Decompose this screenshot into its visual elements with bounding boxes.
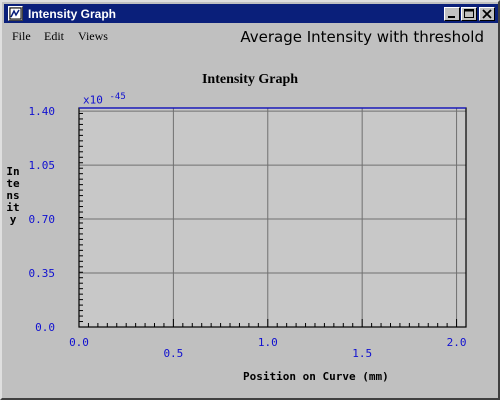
x-tick-label: 1.5 bbox=[352, 347, 372, 360]
x-tick-label: 0.5 bbox=[163, 347, 183, 360]
x-tick-label: 2.0 bbox=[447, 336, 467, 349]
minimize-icon bbox=[448, 16, 455, 18]
app-icon[interactable] bbox=[8, 6, 23, 21]
graph-caption: Average Intensity with threshold bbox=[240, 28, 484, 46]
y-tick-label: 0.70 bbox=[29, 213, 56, 226]
menu-file[interactable]: File bbox=[12, 29, 31, 43]
x-axis-label: Position on Curve (mm) bbox=[243, 370, 389, 383]
close-icon bbox=[482, 9, 492, 19]
y-exponent-label: x10 -45 bbox=[83, 92, 126, 107]
chart-title: Intensity Graph bbox=[201, 72, 299, 87]
y-tick-label: 0.35 bbox=[29, 267, 56, 280]
menu-views[interactable]: Views bbox=[78, 29, 108, 43]
y-axis-label: Intensity bbox=[6, 165, 20, 226]
y-exponent-value: -45 bbox=[109, 92, 126, 102]
menu-edit[interactable]: Edit bbox=[44, 29, 64, 43]
maximize-icon bbox=[464, 9, 474, 18]
x-tick-label: 0.0 bbox=[69, 336, 89, 349]
close-button[interactable] bbox=[479, 7, 495, 21]
window-title: Intensity Graph bbox=[28, 7, 117, 21]
maximize-button[interactable] bbox=[461, 7, 477, 21]
plot-background bbox=[79, 108, 466, 327]
y-tick-label: 0.0 bbox=[35, 321, 55, 334]
title-bar[interactable]: Intensity Graph bbox=[4, 4, 498, 23]
minimize-button[interactable] bbox=[444, 7, 460, 21]
x-tick-label: 1.0 bbox=[258, 336, 278, 349]
y-tick-label: 1.05 bbox=[29, 159, 56, 172]
menu-bar: File Edit Views Average Intensity with t… bbox=[4, 25, 498, 47]
y-exponent-prefix: x10 bbox=[83, 93, 103, 107]
y-tick-label: 1.40 bbox=[29, 105, 56, 118]
